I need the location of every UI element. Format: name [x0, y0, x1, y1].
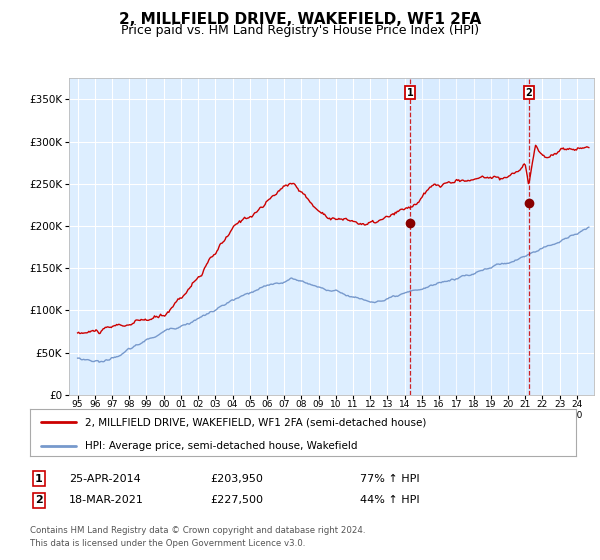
- Text: This data is licensed under the Open Government Licence v3.0.: This data is licensed under the Open Gov…: [30, 539, 305, 548]
- Text: 1: 1: [407, 87, 413, 97]
- Text: 44% ↑ HPI: 44% ↑ HPI: [360, 495, 419, 505]
- Text: 77% ↑ HPI: 77% ↑ HPI: [360, 474, 419, 484]
- Text: 2, MILLFIELD DRIVE, WAKEFIELD, WF1 2FA (semi-detached house): 2, MILLFIELD DRIVE, WAKEFIELD, WF1 2FA (…: [85, 417, 426, 427]
- Text: Price paid vs. HM Land Registry's House Price Index (HPI): Price paid vs. HM Land Registry's House …: [121, 24, 479, 36]
- Text: 1: 1: [35, 474, 43, 484]
- Bar: [410, 78, 529, 395]
- Text: £227,500: £227,500: [210, 495, 263, 505]
- Text: Contains HM Land Registry data © Crown copyright and database right 2024.: Contains HM Land Registry data © Crown c…: [30, 526, 365, 535]
- Text: 2, MILLFIELD DRIVE, WAKEFIELD, WF1 2FA: 2, MILLFIELD DRIVE, WAKEFIELD, WF1 2FA: [119, 12, 481, 27]
- Text: 2: 2: [35, 495, 43, 505]
- Text: 18-MAR-2021: 18-MAR-2021: [69, 495, 144, 505]
- Text: 25-APR-2014: 25-APR-2014: [69, 474, 141, 484]
- Text: 2: 2: [526, 87, 532, 97]
- Text: HPI: Average price, semi-detached house, Wakefield: HPI: Average price, semi-detached house,…: [85, 441, 357, 451]
- Text: £203,950: £203,950: [210, 474, 263, 484]
